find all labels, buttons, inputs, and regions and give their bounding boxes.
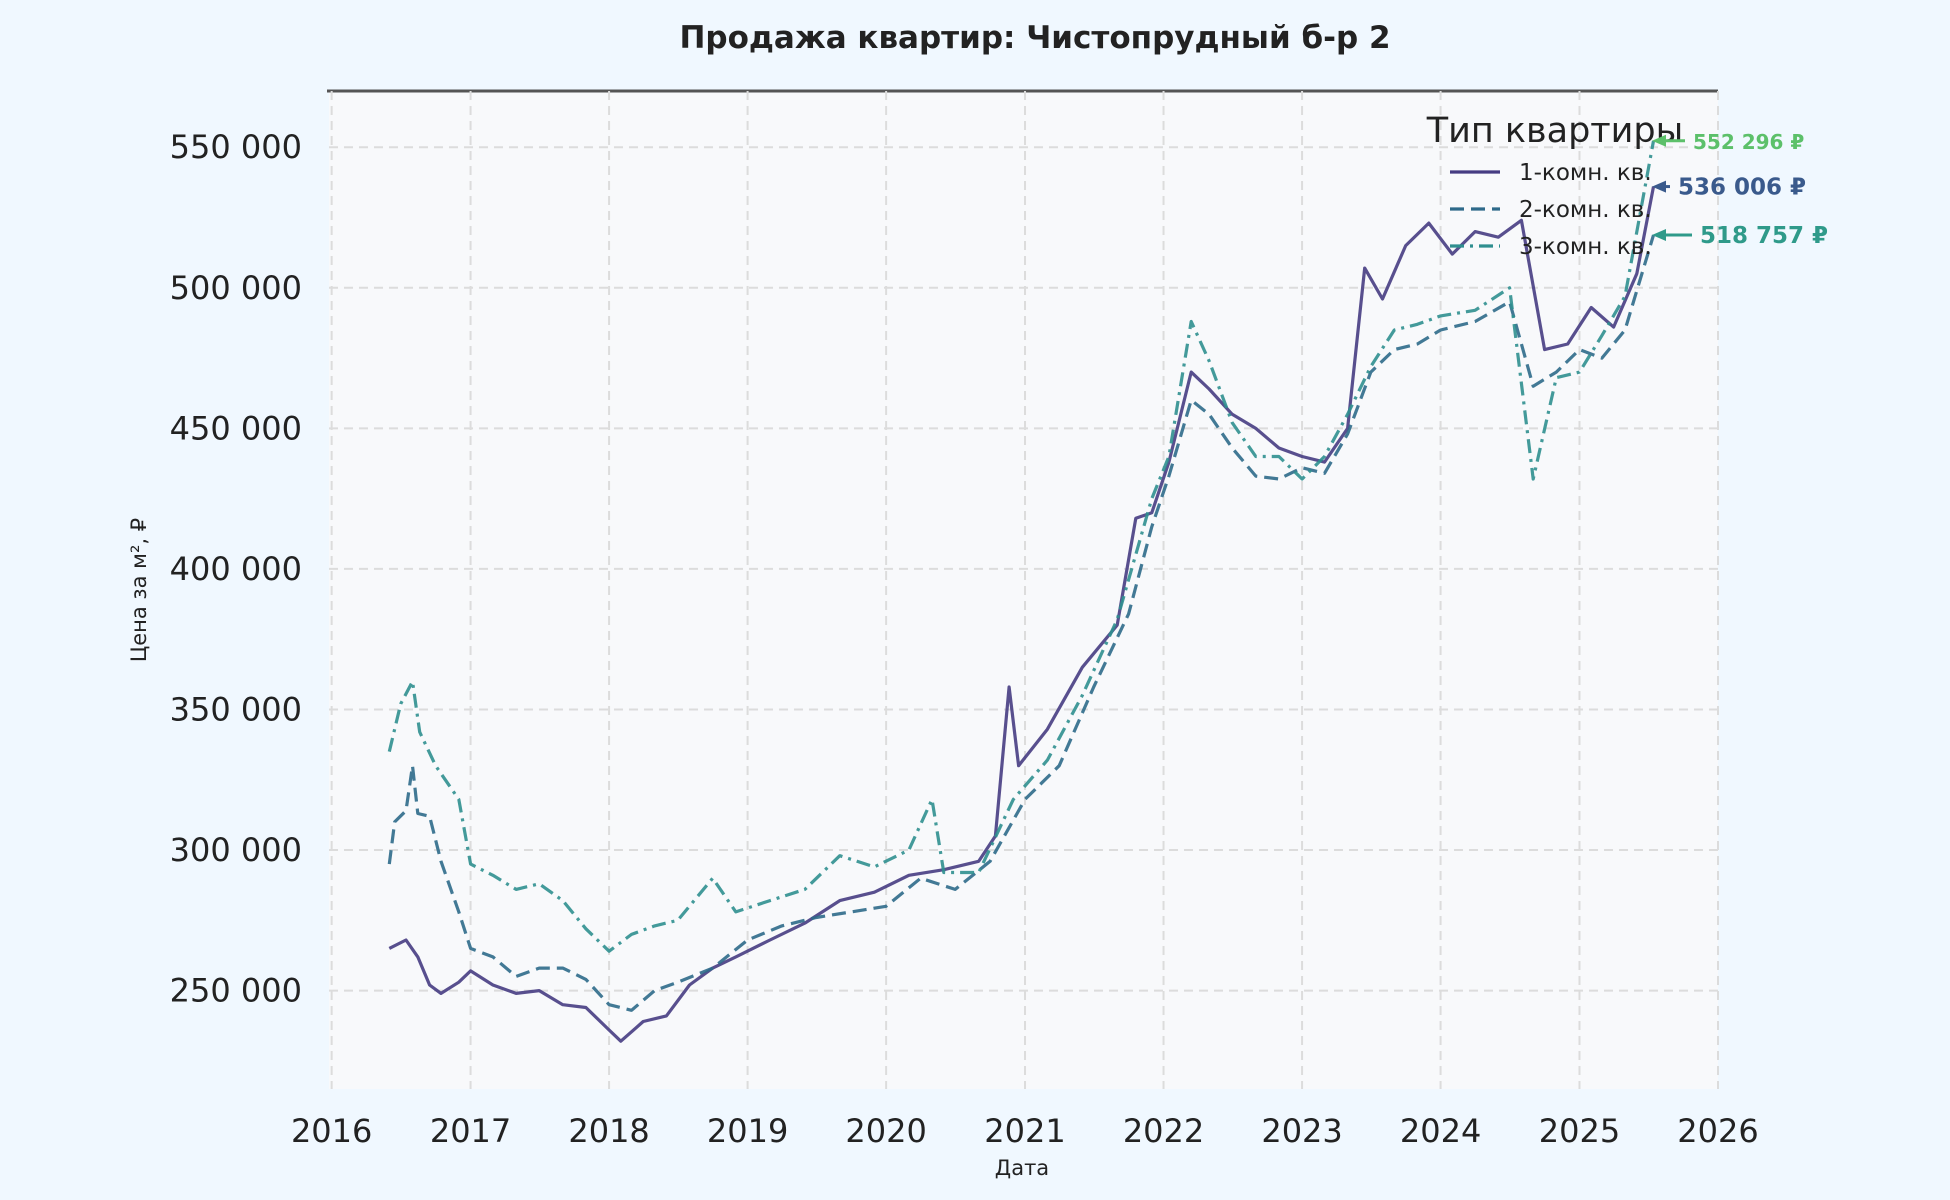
x-tick-label: 2025 <box>1539 1112 1620 1150</box>
x-tick-label: 2026 <box>1677 1112 1758 1150</box>
y-tick-label: 500 000 <box>170 269 302 307</box>
y-tick-label: 300 000 <box>170 831 302 869</box>
x-tick-label: 2016 <box>291 1112 372 1150</box>
series-line-3 <box>387 140 1656 953</box>
y-tick-label: 400 000 <box>170 550 302 588</box>
annotations: 552 296 ₽ 536 006 ₽ 518 757 ₽ <box>1652 130 1828 249</box>
series-line-1 <box>388 186 1656 1043</box>
annotation-label: 536 006 ₽ <box>1678 175 1806 201</box>
annotation-arrowhead <box>1652 180 1666 193</box>
series-line-2 <box>387 234 1656 1012</box>
series-layer <box>387 140 1656 1043</box>
x-tick-label: 2020 <box>845 1112 926 1150</box>
legend-items: 1-комн. кв. 2-комн. кв. 3-комн. кв. <box>1450 160 1652 260</box>
x-tick-label: 2022 <box>1123 1112 1204 1150</box>
chart-title: Продажа квартир: Чистопрудный б-р 2 <box>679 20 1390 56</box>
y-tick-label: 450 000 <box>170 409 302 447</box>
x-axis: 2016 2017 2018 2019 2020 2021 2022 2023 2024 2025… <box>291 1112 1759 1150</box>
legend-label-3: 3-комн. кв. <box>1519 234 1652 260</box>
y-axis-label: Цена за м², ₽ <box>127 518 151 662</box>
legend-label-2: 2-комн. кв. <box>1519 197 1652 223</box>
plot-area <box>329 91 1718 1089</box>
grid <box>329 91 1719 1089</box>
legend: Тип квартиры 1-комн. кв. 2-комн. кв. 3-ком… <box>1426 111 1684 260</box>
legend-title: Тип квартиры <box>1426 111 1684 151</box>
x-tick-label: 2018 <box>568 1112 649 1150</box>
annotation-arrowhead <box>1652 229 1666 242</box>
y-axis: 250 000 300 000 350 000 400 000 450 000 500 0… <box>170 128 302 1009</box>
x-tick-label: 2021 <box>984 1112 1065 1150</box>
y-tick-label: 550 000 <box>170 128 302 166</box>
x-axis-label: Дата <box>995 1156 1049 1180</box>
x-tick-label: 2019 <box>707 1112 788 1150</box>
annotation-arrowhead <box>1652 134 1666 147</box>
x-tick-label: 2017 <box>430 1112 511 1150</box>
y-tick-label: 250 000 <box>170 972 302 1010</box>
y-tick-label: 350 000 <box>170 690 302 728</box>
legend-label-1: 1-комн. кв. <box>1519 160 1652 186</box>
annotation-label: 518 757 ₽ <box>1700 223 1828 249</box>
x-tick-label: 2024 <box>1400 1112 1481 1150</box>
annotation-label: 552 296 ₽ <box>1693 130 1804 154</box>
x-tick-label: 2023 <box>1261 1112 1342 1150</box>
